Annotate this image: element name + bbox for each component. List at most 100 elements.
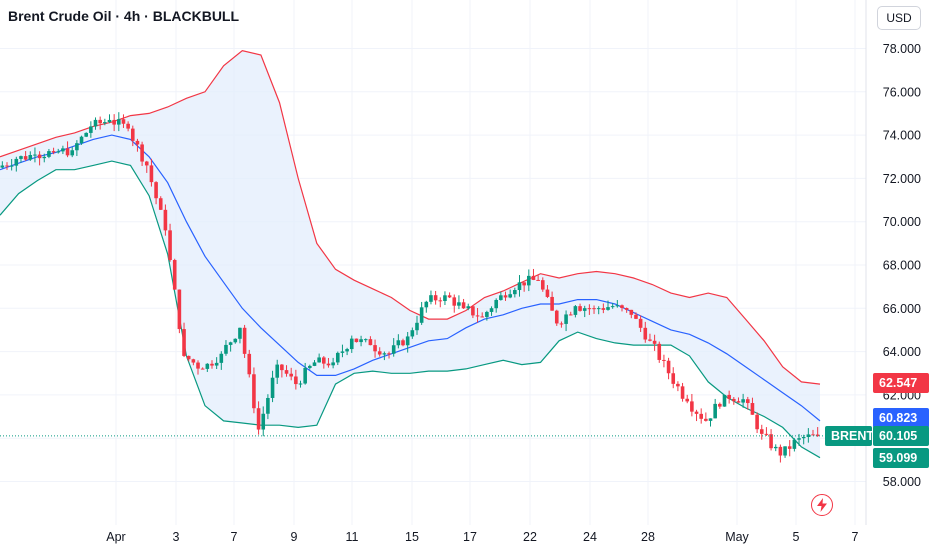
candle-body xyxy=(620,305,624,308)
time-tick-label: 7 xyxy=(231,530,238,544)
candle-body xyxy=(289,373,293,377)
candle-body xyxy=(121,119,126,124)
candle-body xyxy=(545,289,550,297)
candle-body xyxy=(676,383,680,387)
time-tick-label: 17 xyxy=(463,530,477,544)
candle-body xyxy=(550,296,554,311)
candle-body xyxy=(135,140,140,145)
time-tick-label: Apr xyxy=(106,530,125,544)
candle-body xyxy=(117,119,121,125)
candle-body xyxy=(536,279,540,281)
candle-body xyxy=(93,119,98,127)
candle-body xyxy=(568,314,573,316)
candle-body xyxy=(326,363,331,366)
candle-body xyxy=(750,403,755,415)
lightning-icon[interactable] xyxy=(811,494,833,516)
candle-body xyxy=(801,436,806,439)
candle-body xyxy=(694,411,699,414)
candle-body xyxy=(652,340,657,344)
candle-body xyxy=(582,308,587,311)
last-price-tag: 60.105 xyxy=(873,426,929,446)
candle-body xyxy=(592,308,596,310)
candle-body xyxy=(811,434,815,436)
candle-body xyxy=(317,357,321,363)
candle-body xyxy=(745,399,750,404)
currency-button[interactable]: USD xyxy=(877,6,921,30)
candle-body xyxy=(224,344,228,354)
candle-body xyxy=(508,294,512,298)
candle-body xyxy=(447,295,452,298)
candle-body xyxy=(322,357,326,364)
candle-body xyxy=(391,345,396,354)
candle-body xyxy=(759,429,764,434)
candle-body xyxy=(158,198,163,210)
candle-body xyxy=(107,119,112,123)
candle-body xyxy=(9,165,14,167)
candle-body xyxy=(438,300,443,302)
time-tick-label: 11 xyxy=(346,530,359,544)
candle-body xyxy=(84,132,88,137)
candles xyxy=(0,112,820,463)
time-tick-label: 24 xyxy=(583,530,597,544)
time-tick-label: 3 xyxy=(173,530,180,544)
candle-body xyxy=(531,275,536,280)
candle-body xyxy=(755,414,759,430)
candle-body xyxy=(266,397,270,414)
candle-body xyxy=(144,161,149,166)
candle-body xyxy=(256,408,261,430)
candle-body xyxy=(433,295,438,301)
candle-body xyxy=(499,295,503,300)
symbol-price-label: BRENT xyxy=(825,426,874,446)
candle-body xyxy=(662,359,666,361)
candle-body xyxy=(671,373,676,384)
candle-body xyxy=(210,363,214,366)
candle-body xyxy=(527,275,531,286)
time-tick-label: May xyxy=(725,530,749,544)
candle-body xyxy=(699,413,703,419)
candle-body xyxy=(5,165,9,167)
candle-body xyxy=(37,154,42,159)
candle-body xyxy=(610,306,615,308)
candle-body xyxy=(28,155,33,160)
candle-body xyxy=(103,122,107,124)
candle-body xyxy=(485,311,489,317)
candle-body xyxy=(540,280,545,290)
time-tick-label: 5 xyxy=(793,530,800,544)
candle-body xyxy=(163,209,168,231)
candle-body xyxy=(815,434,820,437)
candle-body xyxy=(601,308,606,310)
candle-body xyxy=(312,362,317,366)
candle-body xyxy=(722,394,727,407)
candle-body xyxy=(657,343,662,360)
candle-body xyxy=(247,353,252,375)
candle-body xyxy=(331,362,335,366)
price-tick-label: 64.000 xyxy=(883,345,921,359)
candle-body xyxy=(19,156,23,159)
lower-band-line xyxy=(0,160,821,459)
candle-body xyxy=(573,306,578,315)
candle-body xyxy=(419,307,424,323)
candle-body xyxy=(443,295,447,302)
candle-body xyxy=(471,306,475,316)
time-tick-label: 28 xyxy=(641,530,655,544)
candle-body xyxy=(587,308,592,310)
candle-body xyxy=(61,148,65,152)
time-tick-label: 7 xyxy=(852,530,859,544)
candle-body xyxy=(270,377,275,398)
candle-body xyxy=(75,143,79,151)
candle-body xyxy=(377,351,382,355)
candle-body xyxy=(797,438,801,440)
candle-body xyxy=(489,308,494,312)
candle-body xyxy=(359,339,363,343)
candle-body xyxy=(787,446,792,449)
candle-body xyxy=(680,386,685,399)
candle-body xyxy=(191,359,196,363)
title-separator: · xyxy=(144,8,149,24)
candle-body xyxy=(718,403,722,407)
candle-body xyxy=(741,399,745,403)
candle-body xyxy=(480,316,485,318)
price-tick-label: 76.000 xyxy=(883,85,921,99)
price-tick-label: 72.000 xyxy=(883,172,921,186)
price-tick-label: 66.000 xyxy=(883,302,921,316)
